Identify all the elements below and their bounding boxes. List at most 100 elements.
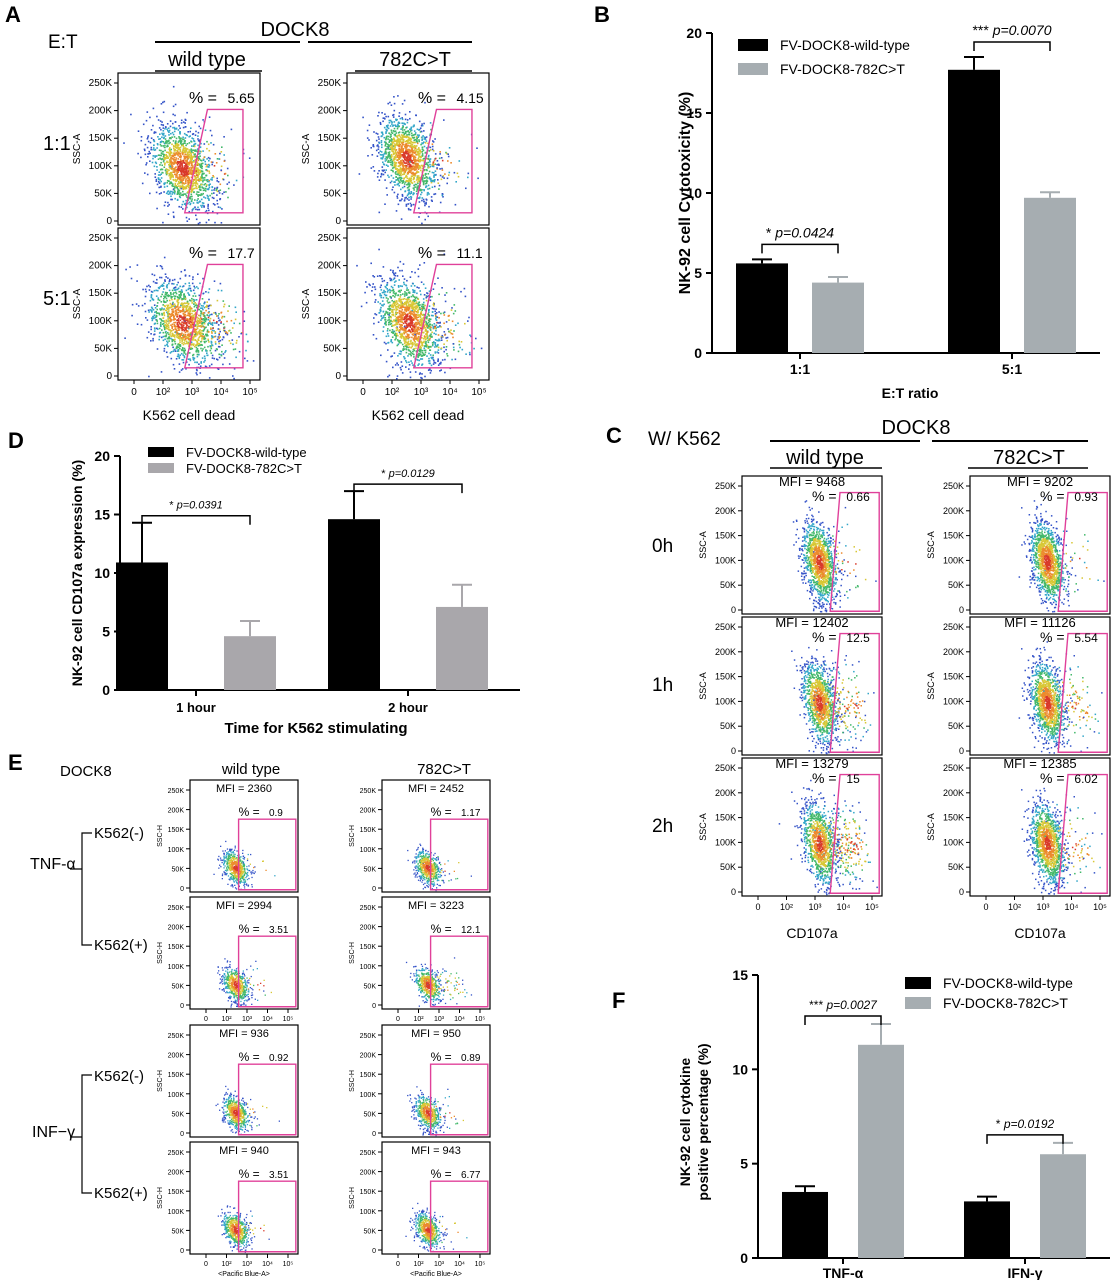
flow-y-tick-label: 100K	[943, 555, 964, 565]
flow-y-tick-label: 250K	[360, 1033, 377, 1040]
flow-y-tick-label: 100K	[168, 1092, 185, 1099]
flow-y-tick-label: 200K	[168, 925, 185, 932]
flow-scatter-points	[407, 843, 472, 892]
flow-y-tick-label: 200K	[360, 808, 377, 815]
bar	[858, 1044, 904, 1258]
mfi-value: MFI = 936	[219, 1028, 269, 1040]
flow-y-tick-label: 250K	[360, 788, 377, 795]
flow-y-tick-label: 150K	[715, 813, 736, 823]
flow-y-tick-label: 50K	[364, 1111, 377, 1118]
flow-y-tick-label: 150K	[168, 1072, 185, 1079]
flow-y-tick-label: 50K	[948, 580, 964, 590]
legend-label: FV-DOCK8-782C>T	[943, 995, 1068, 1011]
flow-x-tick-label: 10³	[242, 1016, 253, 1023]
flow-x-tick-label: 10³	[185, 387, 200, 398]
y-axis-label: NK-92 cell CD107a expression (%)	[69, 460, 85, 686]
flow-x-tick-label: 0	[983, 902, 988, 912]
percent-symbol: % =	[812, 770, 840, 786]
y-tick-label: 10	[732, 1061, 748, 1077]
flow-y-tick-label: 50K	[172, 1111, 185, 1118]
flow-y-axis-label: SSC-A	[698, 813, 708, 841]
gate-region	[237, 818, 297, 891]
percent-number: 4.15	[456, 90, 483, 106]
panel-a-letter: A	[5, 2, 21, 27]
flow-y-tick-label: 100K	[943, 837, 964, 847]
percent-symbol: % =	[1040, 629, 1068, 645]
flow-x-axis-label: CD107a	[1014, 925, 1066, 941]
flow-y-tick-label: 0	[731, 746, 736, 756]
significance-stars: ***	[809, 998, 826, 1012]
panel-c-flow-plot-r1-c2: MFI = 9202% = 0.93 250K 200K 150K 100K 50K 0 SS…	[926, 474, 1111, 615]
y-tick-label: 15	[686, 105, 702, 121]
panel-e-flow-plot-r1-c2: MFI = 2452 % = 1.17 250K 200K 150K 100K 50K 0 SS…	[349, 779, 491, 893]
percent-symbol: % =	[239, 1167, 263, 1181]
flow-y-tick-label: 50K	[364, 866, 377, 873]
flow-scatter-points	[124, 256, 255, 380]
percent-gate-value: % = 0.92	[239, 1050, 289, 1064]
panel-c-row-label-2h: 2h	[652, 816, 673, 837]
significance-stars: *	[381, 468, 388, 480]
bar	[224, 636, 276, 690]
flow-y-tick-label: 200K	[715, 506, 736, 516]
percent-gate-value: % = 6.77	[431, 1167, 481, 1181]
panel-e-flow-plot-r3-c1: MFI = 936 % = 0.92 250K 200K 150K 100K 50K 0 SSC…	[157, 1024, 299, 1138]
flow-x-tick-label: 10⁴	[262, 1261, 273, 1268]
panel-c-row-label-1h: 1h	[652, 675, 673, 696]
gate-region	[412, 263, 473, 369]
flow-x-tick-label: 10²	[156, 387, 171, 398]
percent-symbol: % =	[189, 245, 221, 262]
percent-number: 12.1	[461, 925, 481, 936]
panel-c-gene-label: DOCK8	[882, 417, 951, 439]
flow-x-tick-label: 10⁴	[442, 387, 457, 398]
panel-a-flow-plot-r1-c1: % = 5.65 250K 200K 150K 100K 50K 0 SSC-A	[72, 72, 261, 227]
flow-x-tick-label: 10²	[385, 387, 400, 398]
flow-y-tick-label: 250K	[715, 481, 736, 491]
flow-y-tick-label: 0	[372, 1131, 376, 1138]
panel-e-condition-tnf-pos: K562(+)	[94, 937, 148, 954]
panel-a-row-label-1: 1:1	[43, 133, 71, 155]
panel-a-row-label-2: 5:1	[43, 288, 71, 310]
significance-label: *** p=0.0070	[972, 22, 1051, 38]
x-axis-label: Time for K562 stimulating	[224, 720, 407, 737]
y-tick-label: 10	[94, 565, 110, 581]
panel-c-flow-plot-r3-c2: MFI = 12385% = 6.02 250K 200K 150K 100K 50K 0 S…	[926, 756, 1111, 941]
bar	[812, 282, 864, 353]
panel-b-letter: B	[594, 2, 610, 27]
y-tick-label: 15	[732, 967, 748, 983]
flow-y-tick-label: 200K	[715, 788, 736, 798]
flow-scatter-points	[405, 1202, 468, 1252]
flow-x-tick-label: 10⁴	[1065, 902, 1079, 912]
percent-gate-value: % = 12.5	[812, 629, 870, 645]
panel-a-gene-label: DOCK8	[261, 19, 330, 41]
significance-p-value: p=0.0192	[1003, 1117, 1055, 1131]
flow-y-tick-label: 200K	[168, 1053, 185, 1060]
y-tick-label: 15	[94, 507, 110, 523]
flow-y-tick-label: 150K	[360, 944, 377, 951]
percent-number: 1.17	[461, 808, 481, 819]
gate-region	[183, 263, 244, 369]
flow-y-tick-label: 250K	[715, 622, 736, 632]
legend-label: FV-DOCK8-782C>T	[186, 461, 302, 476]
percent-symbol: % =	[239, 805, 263, 819]
legend-swatch	[905, 977, 931, 989]
panel-d: D 0 5 10 15 20 NK-92 cell CD107a expression (…	[8, 428, 520, 737]
significance-p-value: p=0.0027	[825, 998, 878, 1012]
flow-y-axis-label: SSC-A	[72, 133, 83, 164]
flow-x-tick-label: 10⁴	[262, 1016, 273, 1023]
percent-gate-value: % = 5.54	[1040, 629, 1098, 645]
mfi-value: MFI = 9202	[1007, 474, 1073, 489]
panel-c-condition-label: W/ K562	[648, 429, 721, 450]
flow-y-tick-label: 100K	[715, 555, 736, 565]
significance-label: * p=0.0391	[169, 500, 223, 512]
mfi-value: MFI = 12402	[775, 615, 848, 630]
panel-d-letter: D	[8, 428, 24, 453]
flow-x-axis-label: <Pacific Blue-A>	[218, 1271, 270, 1278]
flow-y-tick-label: 250K	[168, 905, 185, 912]
gate-region	[183, 108, 244, 214]
bar	[736, 263, 788, 353]
panel-a-flow-plot-r2-c2: % = 11.1 250K 200K 150K 100K 50K 0 SSC-A 0 10² 10³…	[301, 227, 490, 423]
x-tick-label: IFN-γ	[1008, 1265, 1043, 1280]
flow-y-tick-label: 100K	[360, 1209, 377, 1216]
panel-f-letter: F	[612, 988, 625, 1013]
